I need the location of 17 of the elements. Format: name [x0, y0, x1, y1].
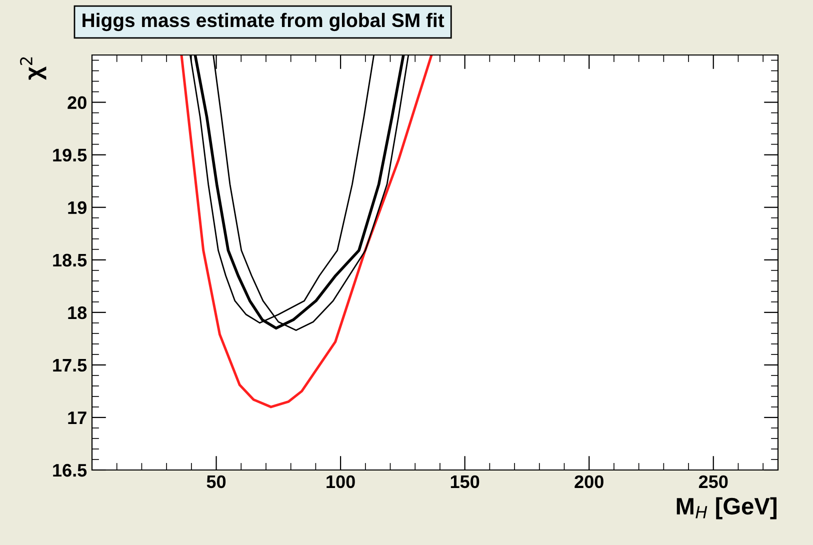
- y-tick-label: 18.5: [53, 254, 87, 267]
- x-tick-label: 100: [326, 475, 355, 488]
- y-tick-label: 17: [68, 412, 86, 424]
- y-tick-label: 20: [68, 96, 86, 109]
- y-tick-label: 19.5: [53, 148, 87, 162]
- y-tick-label: 16.5: [53, 464, 87, 477]
- y-tick-label: 18: [68, 306, 87, 320]
- y-tick-label: 19: [68, 201, 86, 214]
- x-tick-label: 250: [698, 475, 728, 488]
- x-tick-label: 150: [450, 475, 480, 488]
- chart-title: Higgs mass estimate from global SM fit: [82, 12, 444, 32]
- y-tick-label: 17.5: [53, 359, 87, 372]
- x-axis-title: M$_{H}$ [GeV]: [676, 497, 776, 520]
- line-series: [180, 55, 433, 408]
- y-axis-title: χ$^{2}$: [20, 57, 46, 80]
- x-tick-label: 200: [574, 475, 604, 488]
- x-tick-label: 50: [206, 475, 226, 488]
